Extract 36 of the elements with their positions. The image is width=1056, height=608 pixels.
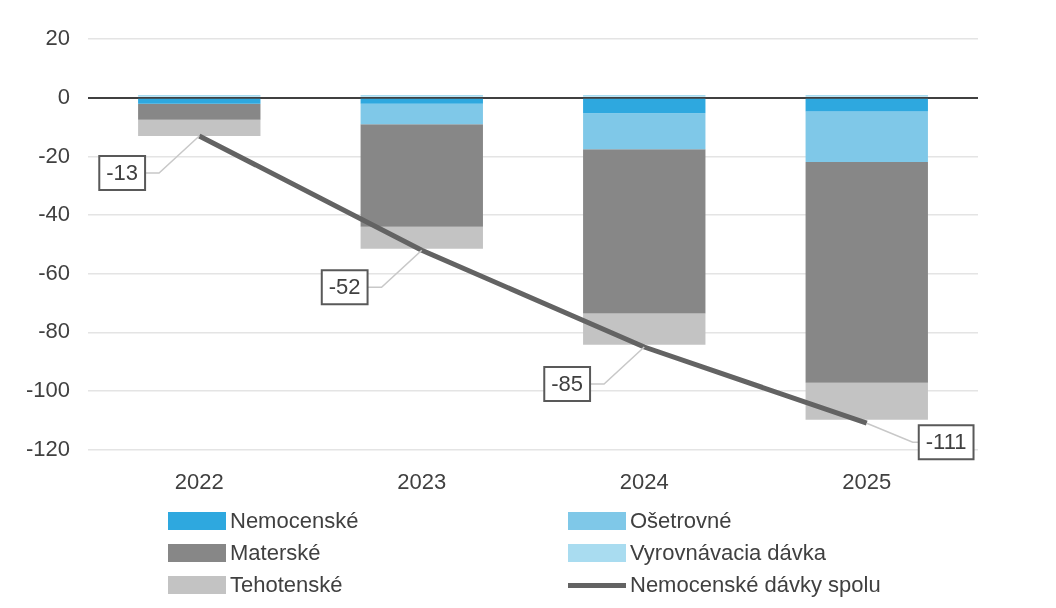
legend-label: Nemocenské dávky spolu: [630, 572, 881, 598]
bar: [805, 111, 928, 163]
bar: [360, 103, 483, 125]
bar: [805, 382, 928, 420]
bar: [583, 313, 706, 345]
bar: [360, 98, 483, 104]
y-tick-label: -80: [38, 318, 71, 344]
bar: [360, 124, 483, 227]
data-label: -13: [106, 160, 139, 185]
bar: [360, 226, 483, 249]
bar: [138, 103, 261, 120]
y-tick-label: -60: [38, 259, 71, 285]
y-tick-label: -120: [25, 435, 71, 461]
bar: [138, 98, 261, 104]
y-tick-label: -20: [38, 142, 71, 168]
y-tick-label: -100: [25, 377, 71, 403]
data-label: -52: [328, 274, 361, 300]
y-tick-label: 20: [45, 25, 71, 51]
y-tick-label: -40: [38, 201, 71, 227]
bar: [583, 113, 706, 150]
bar: [805, 98, 928, 112]
bar: [805, 162, 928, 383]
legend-label: Tehotenské: [230, 572, 343, 598]
data-label: -111: [925, 429, 967, 455]
y-tick-label: 0: [57, 83, 71, 109]
x-tick-label: 2024: [619, 468, 669, 494]
bar: [583, 98, 706, 114]
x-tick-label: 2023: [397, 468, 447, 494]
legend-label: Ošetrovné: [630, 508, 732, 534]
bar: [583, 149, 706, 314]
legend-label: Materské: [230, 540, 321, 566]
x-tick-label: 2025: [842, 468, 892, 494]
legend-label: Nemocenské: [230, 508, 359, 534]
legend-label: Vyrovnávacia dávka: [630, 540, 827, 566]
data-label: -85: [551, 371, 584, 397]
x-tick-label: 2022: [174, 468, 224, 494]
